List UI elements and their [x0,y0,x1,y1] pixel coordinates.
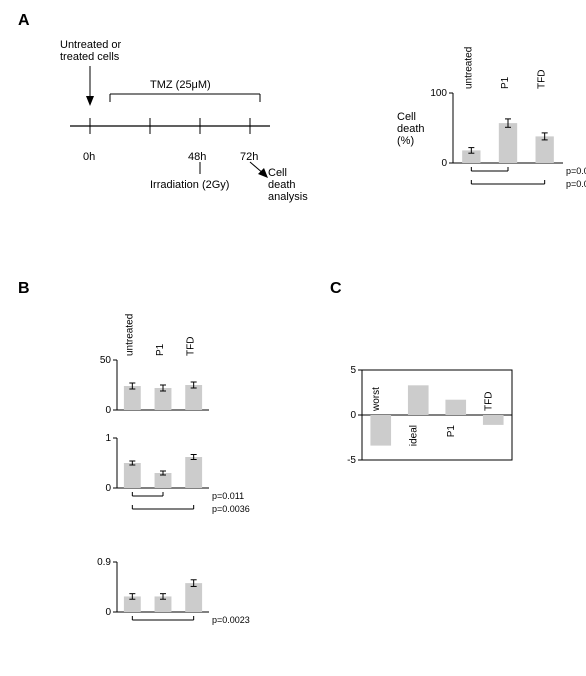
svg-text:0: 0 [105,483,111,494]
svg-text:P1: P1 [446,425,457,438]
svg-text:0: 0 [441,158,447,169]
svg-text:ideal: ideal [408,425,419,446]
panel-a-label: A [18,12,30,30]
svg-text:5: 5 [350,365,356,376]
doubling-time-chart: 0 50 untreated P1 TFD [95,312,269,419]
svg-text:p=0.0098: p=0.0098 [566,179,586,189]
tmz-label: TMZ (25μM) [150,79,211,91]
t48-label: 48h [188,151,206,163]
treatment-diagram: Untreated or treated cells TMZ (25μM) 0h… [40,38,300,213]
panel-c-label: C [330,280,342,298]
panel-b-label: B [18,280,30,298]
svg-text:TFD: TFD [186,337,197,356]
svg-text:P1: P1 [155,343,166,356]
invasion-index-chart: 00.9p=0.0023 [95,562,269,639]
migration-index-chart: 01p=0.011p=0.0036 [95,438,269,529]
svg-text:-5: -5 [347,455,356,466]
svg-text:50: 50 [100,355,112,366]
svg-text:0: 0 [105,405,111,416]
t0-label: 0h [83,151,95,163]
svg-text:TFD: TFD [483,392,494,411]
svg-text:p=0.0036: p=0.0036 [212,504,250,514]
svg-text:(%): (%) [397,135,414,147]
svg-text:P1: P1 [500,76,511,89]
svg-text:0.9: 0.9 [97,557,111,568]
svg-text:0: 0 [350,410,356,421]
svg-text:1: 1 [105,433,111,444]
svg-text:worst: worst [371,387,382,412]
t72-label: 72h [240,151,258,163]
svg-text:Cell: Cell [397,111,416,123]
svg-text:p=0.011: p=0.011 [212,491,244,501]
smoch-chart: -505worstidealP1TFD [340,370,516,469]
svg-text:p=0.0007: p=0.0007 [566,166,586,176]
svg-text:death: death [397,123,425,135]
svg-text:untreated: untreated [463,47,474,89]
svg-text:0: 0 [105,607,111,618]
svg-text:100: 100 [430,88,447,99]
diagram-header: Untreated or treated cells [60,39,124,63]
svg-text:untreated: untreated [124,314,135,356]
irr-label: Irradiation (2Gy) [150,179,229,191]
svg-text:p=0.0023: p=0.0023 [212,615,250,625]
cell-death-chart: 0 100 untreated P1 TFD p=0.0007 p=0.0098 Cellde… [395,45,586,204]
svg-text:TFD: TFD [537,70,548,89]
analysis-label: Cell death analysis [268,167,308,203]
